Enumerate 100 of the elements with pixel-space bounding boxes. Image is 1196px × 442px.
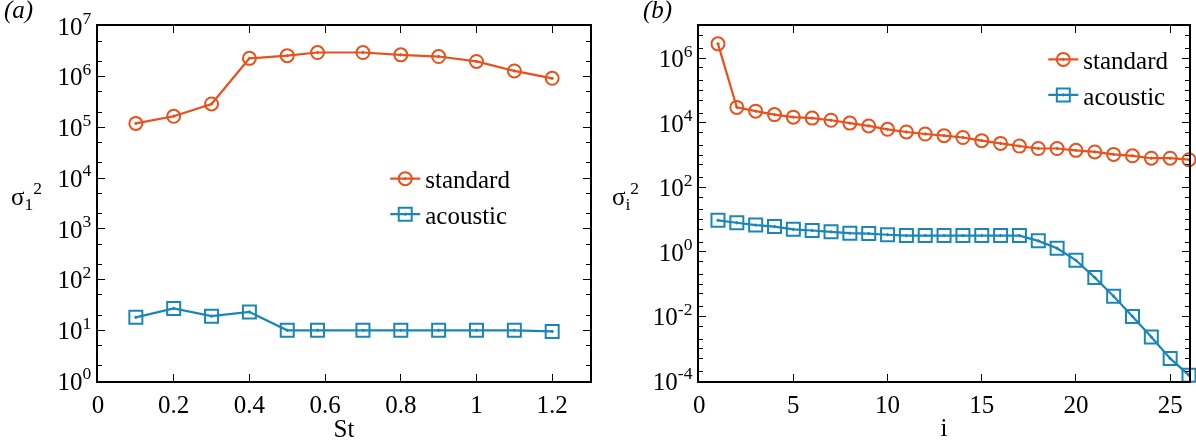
point [785, 221, 801, 237]
chart-title: (a) [4, 0, 34, 24]
point [310, 322, 326, 338]
point [823, 112, 839, 128]
y-tick-label: 10$^{3}$ [57, 211, 92, 243]
point [767, 219, 782, 235]
point [804, 110, 820, 126]
x-tick-label: 0.2 [158, 390, 190, 418]
point [355, 322, 371, 338]
point [166, 300, 182, 316]
y-tick-label: 10$^{5}$ [57, 109, 92, 142]
point [729, 99, 745, 115]
point [1181, 367, 1196, 383]
point [880, 227, 896, 243]
x-tick-label: 25 [1157, 390, 1183, 418]
point [974, 133, 990, 149]
legend-label: acoustic [1083, 82, 1166, 110]
point [936, 128, 952, 144]
point [898, 228, 914, 244]
x-axis-title: St [333, 415, 355, 442]
point [1124, 148, 1140, 164]
point [393, 322, 409, 338]
y-tick-label: 10$^{7}$ [57, 8, 92, 40]
point [204, 96, 220, 112]
point [1143, 150, 1159, 166]
y-tick-label: 10$^{4}$ [57, 160, 92, 192]
point [204, 308, 220, 324]
point [544, 70, 560, 86]
point [506, 63, 522, 79]
point [506, 322, 522, 338]
point [842, 225, 858, 241]
point [1049, 141, 1065, 156]
point [748, 103, 764, 119]
point [993, 228, 1009, 244]
legend-label: standard [425, 166, 511, 194]
point [955, 228, 971, 244]
x-tick-label: 5 [787, 390, 800, 418]
y-tick-label: 10$^{-4}$ [652, 363, 693, 395]
point [355, 45, 371, 61]
y-tick-label: 10$^{0}$ [658, 234, 693, 266]
point [310, 45, 326, 61]
point [128, 309, 144, 325]
point [431, 322, 447, 338]
y-tick-label: 10$^{4}$ [658, 105, 693, 137]
point [544, 323, 560, 339]
point [1049, 240, 1065, 256]
point [279, 322, 295, 338]
point [1124, 308, 1140, 324]
x-tick-label: 0.6 [309, 390, 341, 418]
point [729, 215, 745, 231]
point [1106, 288, 1122, 304]
chart-title: (b) [643, 0, 673, 24]
y-tick-label: 10$^{0}$ [57, 363, 92, 395]
point [1087, 144, 1103, 160]
point [993, 135, 1009, 151]
point [1068, 142, 1084, 158]
point [804, 223, 820, 239]
y-tick-label: 10$^{2}$ [658, 169, 693, 202]
point [1162, 350, 1178, 366]
point [393, 47, 409, 63]
x-tick-label: 0 [692, 390, 706, 418]
point [861, 118, 877, 134]
point [974, 228, 990, 244]
point [1181, 152, 1196, 168]
point [128, 115, 144, 131]
point [1143, 329, 1159, 345]
point [861, 226, 877, 242]
point [748, 217, 764, 233]
y-tick-label: 10$^{2}$ [57, 261, 92, 294]
point [1162, 150, 1178, 166]
point [955, 130, 971, 146]
y-tick-label: 10$^{1}$ [57, 312, 92, 345]
legend-label: standard [1083, 47, 1169, 75]
legend-label: acoustic [425, 201, 508, 229]
y-tick-label: 10$^{6}$ [658, 40, 693, 73]
y-tick-label: 10$^{6}$ [57, 58, 92, 91]
x-tick-label: 1.2 [536, 390, 568, 418]
point [710, 36, 726, 52]
point [1030, 141, 1046, 156]
point [1011, 228, 1027, 244]
point [842, 115, 858, 131]
point [1011, 138, 1027, 154]
point [241, 304, 257, 320]
point [880, 121, 896, 137]
y-tick-label: 10$^{-2}$ [652, 298, 693, 331]
point [767, 107, 782, 123]
point [917, 228, 933, 244]
x-axis-title: i [940, 414, 948, 442]
x-tick-label: 0.4 [233, 390, 266, 418]
point [241, 50, 257, 66]
point [1030, 233, 1046, 249]
point [469, 53, 484, 69]
x-tick-label: 1 [470, 390, 483, 418]
point [1087, 270, 1103, 286]
x-tick-label: 0 [91, 390, 105, 418]
x-tick-label: 0.8 [385, 390, 417, 418]
point [468, 322, 484, 338]
point [1106, 146, 1122, 162]
point [279, 48, 295, 64]
x-tick-label: 20 [1063, 390, 1089, 418]
